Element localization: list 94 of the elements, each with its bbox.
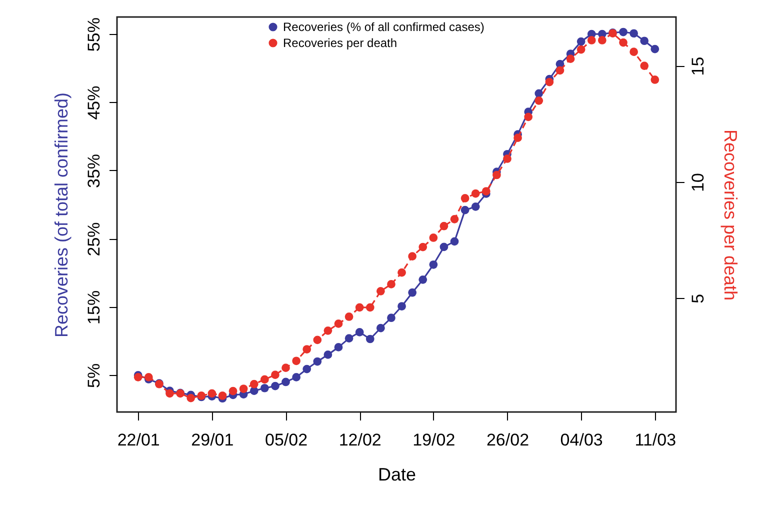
point — [218, 392, 227, 400]
point — [440, 222, 448, 230]
y-tick-label: 45% — [84, 86, 104, 120]
point — [619, 38, 628, 47]
point — [576, 37, 586, 46]
point — [292, 356, 300, 366]
point — [366, 303, 374, 312]
y2-tick-label: 15 — [688, 56, 708, 76]
point — [429, 260, 438, 269]
x-tick-label: 11/03 — [634, 430, 676, 450]
point — [619, 28, 628, 36]
point — [144, 372, 153, 382]
x-axis-title: Date — [378, 464, 416, 484]
point — [398, 302, 406, 310]
point — [387, 280, 396, 288]
point — [250, 380, 258, 388]
point — [260, 375, 269, 384]
x-tick-label: 19/02 — [412, 430, 456, 450]
legend-label: Recoveries per death — [283, 36, 398, 50]
point — [302, 345, 312, 354]
point — [239, 384, 248, 393]
point — [566, 54, 575, 63]
legend-label: Recoveries (% of all confirmed cases) — [283, 20, 484, 34]
point — [440, 242, 448, 252]
point — [650, 44, 660, 54]
point — [271, 370, 280, 379]
y-tick-label: 35% — [84, 154, 104, 188]
point — [450, 237, 459, 246]
point — [208, 389, 216, 398]
point — [376, 287, 385, 296]
point — [282, 364, 290, 372]
y-tick-label: 25% — [84, 222, 104, 256]
y-axis-title: Recoveries (of total confirmed) — [52, 92, 72, 338]
point — [650, 76, 660, 84]
point — [503, 154, 512, 163]
y2-axis-title: Recoveries per death — [720, 129, 740, 301]
point — [313, 357, 322, 366]
point — [482, 187, 490, 196]
point — [640, 62, 649, 70]
x-tick-label: 05/02 — [264, 430, 308, 450]
point — [186, 394, 196, 402]
x-tick-label: 29/01 — [191, 430, 234, 450]
y-tick-label: 55% — [84, 18, 104, 52]
point — [418, 275, 428, 284]
point — [640, 36, 649, 46]
point — [471, 202, 480, 211]
point — [524, 112, 533, 122]
point — [334, 343, 343, 352]
x-tick-label: 12/02 — [338, 430, 382, 450]
y2-tick-label: 5 — [688, 294, 708, 304]
point — [260, 384, 269, 392]
point — [418, 242, 428, 252]
point — [545, 78, 554, 86]
point — [398, 268, 406, 277]
point — [334, 320, 343, 328]
point — [376, 324, 385, 332]
point — [166, 389, 174, 398]
point — [302, 364, 312, 374]
point — [355, 303, 364, 312]
point — [556, 66, 564, 75]
point — [514, 134, 522, 142]
point — [292, 373, 300, 382]
point — [282, 378, 290, 386]
point — [450, 214, 459, 224]
point — [313, 336, 322, 344]
point — [387, 314, 396, 322]
point — [324, 350, 332, 359]
point — [408, 252, 417, 260]
point — [344, 312, 354, 321]
point — [460, 194, 470, 202]
point — [408, 288, 417, 297]
y-tick-label: 5% — [84, 363, 104, 388]
point — [587, 36, 596, 44]
point — [534, 89, 544, 98]
point — [429, 234, 438, 242]
point — [355, 328, 364, 336]
point — [598, 36, 606, 44]
point — [271, 382, 280, 390]
y2-tick-label: 10 — [688, 173, 708, 192]
point — [492, 170, 501, 180]
point — [471, 189, 480, 198]
y-tick-label: 15% — [84, 290, 104, 324]
point — [534, 96, 544, 105]
point — [576, 45, 586, 54]
point — [324, 326, 332, 335]
point — [344, 334, 354, 342]
point — [228, 386, 238, 396]
point — [630, 29, 638, 38]
point — [630, 48, 638, 56]
x-tick-label: 26/02 — [486, 430, 530, 450]
point — [460, 206, 470, 214]
x-tick-label: 22/01 — [117, 430, 160, 450]
x-tick-label: 04/03 — [560, 430, 603, 450]
point — [366, 334, 374, 344]
